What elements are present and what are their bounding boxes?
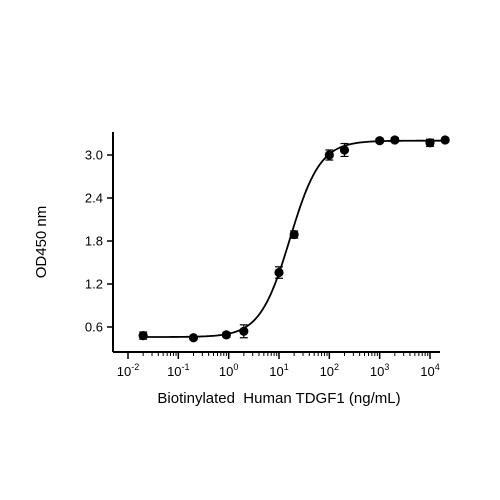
data-point-group (390, 135, 400, 145)
y-tick-label: 2.4 (85, 191, 103, 206)
data-point-group (239, 324, 249, 339)
data-point (390, 135, 400, 145)
x-tick-label: 101 (269, 362, 288, 379)
x-ticks: 10-2 10-1 100 101 102 103 104 (117, 352, 440, 379)
x-tick-label-base: 10 (219, 364, 233, 379)
x-tick-label-base: 10 (117, 364, 131, 379)
y-tick-label: 1.8 (85, 234, 103, 249)
x-axis-title: Biotinylated Human TDGF1 (ng/mL) (157, 390, 400, 407)
x-tick-label: 10-1 (167, 362, 189, 379)
x-tick-label: 102 (320, 362, 339, 379)
x-tick-label-base: 10 (320, 364, 334, 379)
data-point-group (440, 135, 450, 145)
x-tick-label-exponent: 3 (384, 362, 389, 372)
data-point-group (375, 136, 385, 146)
data-point (289, 229, 299, 240)
data-point (440, 135, 450, 145)
data-point (375, 136, 385, 146)
data-point (138, 331, 148, 341)
data-point-group (425, 138, 435, 148)
data-points-layer (138, 135, 450, 343)
x-tick-label: 104 (420, 362, 439, 379)
x-tick-label-exponent: 1 (284, 362, 289, 372)
data-point (274, 267, 284, 278)
data-point (324, 150, 334, 160)
x-tick-label: 103 (370, 362, 389, 379)
data-point-group (324, 149, 334, 161)
data-point (339, 145, 350, 155)
x-tick-label-exponent: 2 (334, 362, 339, 372)
data-point-group (138, 331, 148, 341)
data-point-group (339, 142, 350, 158)
data-point-group (188, 333, 199, 343)
axes (112, 132, 440, 353)
x-tick-label-exponent: 0 (233, 362, 238, 372)
data-point-group (289, 229, 299, 240)
x-tick-label-base: 10 (269, 364, 283, 379)
data-point (188, 333, 199, 343)
x-tick-label-base: 10 (370, 364, 384, 379)
y-tick-label: 0.6 (85, 320, 103, 335)
data-point (239, 326, 249, 336)
data-point (425, 138, 435, 148)
y-axis-title: OD450 nm (33, 206, 50, 279)
data-point-group (221, 330, 231, 340)
y-tick-label: 3.0 (85, 148, 103, 163)
x-tick-label: 10-2 (117, 362, 139, 379)
y-ticks: 0.6 1.2 1.8 2.4 3.0 (85, 148, 113, 335)
data-point-group (274, 266, 284, 279)
x-tick-label-exponent: -2 (131, 362, 139, 372)
data-point (221, 330, 231, 340)
x-tick-label-base: 10 (167, 364, 181, 379)
y-tick-label: 1.2 (85, 277, 103, 292)
x-tick-label-base: 10 (420, 364, 434, 379)
x-tick-label-exponent: -1 (182, 362, 190, 372)
x-tick-label-exponent: 4 (435, 362, 440, 372)
x-tick-label: 100 (219, 362, 238, 379)
